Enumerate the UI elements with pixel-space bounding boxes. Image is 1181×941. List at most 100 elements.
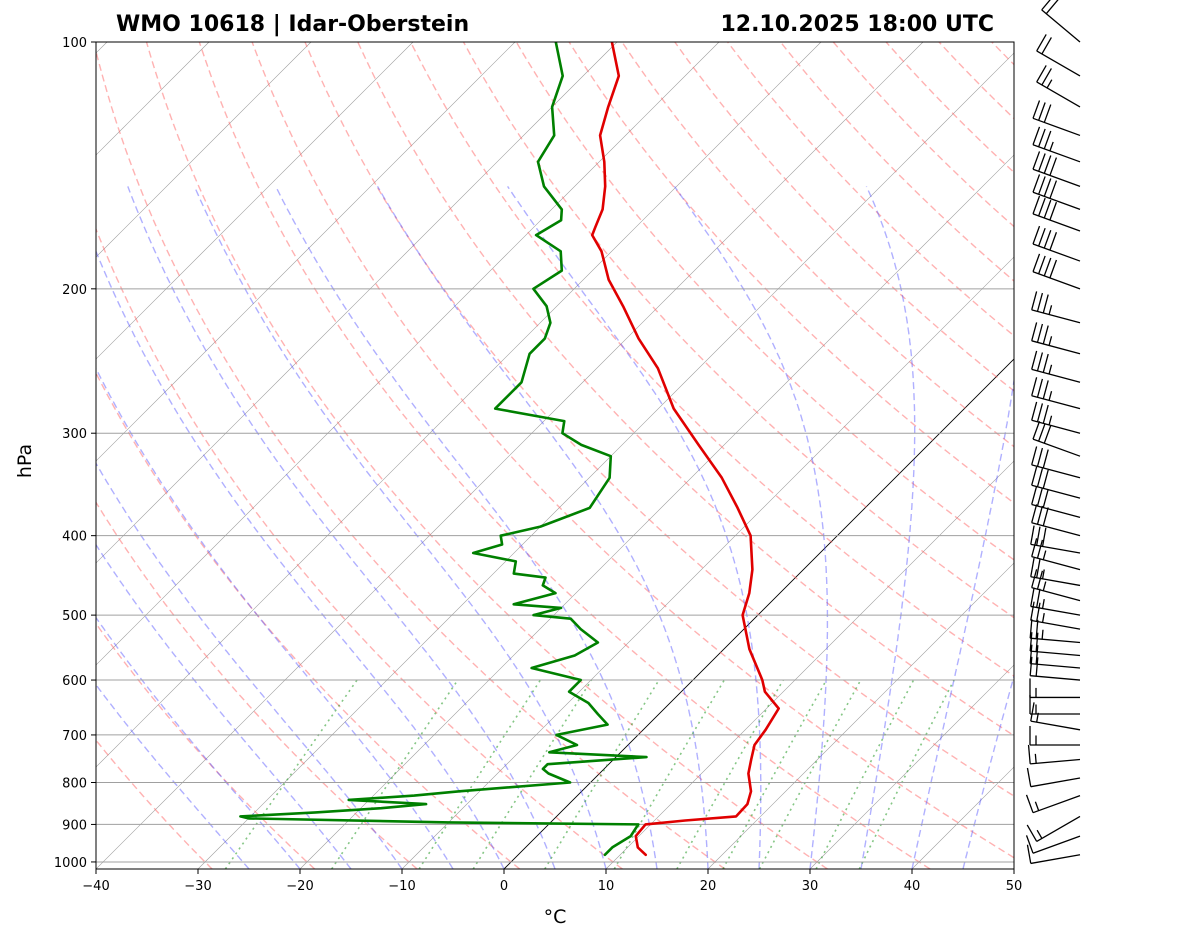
sounding-profiles [239,42,780,857]
moist-adiabat [860,186,916,869]
wind-barb [1036,65,1081,108]
wind-barb [1026,844,1081,865]
wind-barb [1032,195,1081,232]
wind-barb [1031,569,1081,602]
isotherm-line [0,42,5,869]
x-tick-label: 30 [802,879,819,894]
x-tick-label: 10 [598,879,615,894]
x-tick-label: −40 [82,879,109,894]
moist-adiabat [96,367,454,869]
wind-barb [1025,835,1081,854]
plot-background [96,42,1014,869]
y-tick-label: 300 [62,427,87,442]
wind-barb [1032,421,1081,457]
moist-adiabat [96,543,352,869]
moist-adiabat [127,186,556,869]
x-tick-label: −20 [286,879,313,894]
isotherm-line [809,664,1014,869]
moist-adiabat [96,249,505,869]
dry-adiabat [357,42,1014,737]
y-tick-label: 200 [62,283,87,298]
wind-barb [1032,100,1081,137]
wind-barb [1029,694,1080,715]
wind-barb [1031,401,1081,434]
dry-adiabat [96,739,213,869]
x-axis-ticks: −40 −30 −20 −10 0 10 20 30 40 50 [82,869,1022,894]
y-tick-label: 900 [62,818,87,833]
wind-barb [1030,601,1081,630]
wind-barb [1031,504,1081,537]
temperature-profile-line [590,42,780,857]
isotherm-line [401,256,1014,869]
wind-barb [1025,794,1081,814]
wind-barb [1032,151,1081,187]
dry-adiabat [145,42,828,869]
mixing-ratio-line [858,679,955,869]
dry-adiabat [96,227,623,869]
wind-barb [1031,485,1081,519]
y-axis-ticks: 100 200 300 400 500 600 700 800 900 1000 [54,36,96,871]
wind-barb [1030,702,1081,731]
dry-adiabat [568,42,1014,504]
y-tick-label: 600 [62,674,87,689]
moist-adiabat [911,376,1014,869]
moist-adiabat [962,673,1014,869]
isotherm-line [96,42,822,768]
y-tick-label: 400 [62,530,87,545]
wind-barb [1032,174,1081,210]
wind-barb [1029,656,1081,681]
wind-barb [1031,377,1081,410]
moist-adiabat [193,186,607,869]
wind-barb [1026,767,1081,788]
wind-barb [1029,632,1081,657]
y-tick-label: 100 [62,36,87,51]
y-tick-label: 700 [62,729,87,744]
wind-barb [1029,678,1080,699]
plot-frame [95,41,1015,870]
wind-barb [1029,644,1081,669]
wind-barb [1029,725,1080,746]
moist-adiabat [376,186,709,869]
dry-adiabat [96,622,316,869]
wind-barb [1029,619,1081,644]
x-tick-label: 50 [1006,879,1023,894]
isotherm-line [96,42,720,666]
mixing-ratio-line [418,679,542,869]
y-tick-label: 1000 [54,856,87,871]
mixing-ratio-line [815,679,915,869]
wind-barb [1030,557,1081,587]
x-axis-label: °C [544,906,567,928]
isotherm-line [605,460,1014,869]
dry-adiabat [462,42,1014,619]
dry-adiabat [621,42,1014,448]
moist-adiabat [507,186,762,869]
wind-barb [1030,587,1081,616]
dewpoint-profile-line [239,42,648,857]
wind-barb [1031,350,1081,383]
dry-adiabat [991,42,1014,66]
y-axis-label: hPa [14,444,36,478]
dry-adiabat [96,371,521,869]
y-tick-label: 800 [62,776,87,791]
wind-barb [1031,446,1081,479]
x-tick-label: 20 [700,879,717,894]
chart-title-station: WMO 10618 | Idar-Oberstein [116,12,469,37]
moist-adiabat [96,683,250,869]
x-tick-label: −10 [388,879,415,894]
isotherm-line [96,42,312,258]
x-tick-label: 40 [904,879,921,894]
mixing-ratio-line [544,679,660,869]
wind-barb [1036,34,1081,77]
mixing-ratio-line [331,679,459,869]
isotherm-line [96,42,414,360]
wind-barb [1030,525,1081,554]
dry-adiabat [251,42,1014,859]
mixing-ratio-line [224,679,358,869]
dry-adiabat [198,42,931,869]
chart-title-datetime: 12.10.2025 18:00 UTC [720,12,994,37]
pressure-gridlines [96,41,1014,863]
isotherm-line [503,358,1014,869]
wind-barb [1027,744,1081,765]
isotherm-line [96,42,516,462]
dry-adiabat [96,48,726,869]
